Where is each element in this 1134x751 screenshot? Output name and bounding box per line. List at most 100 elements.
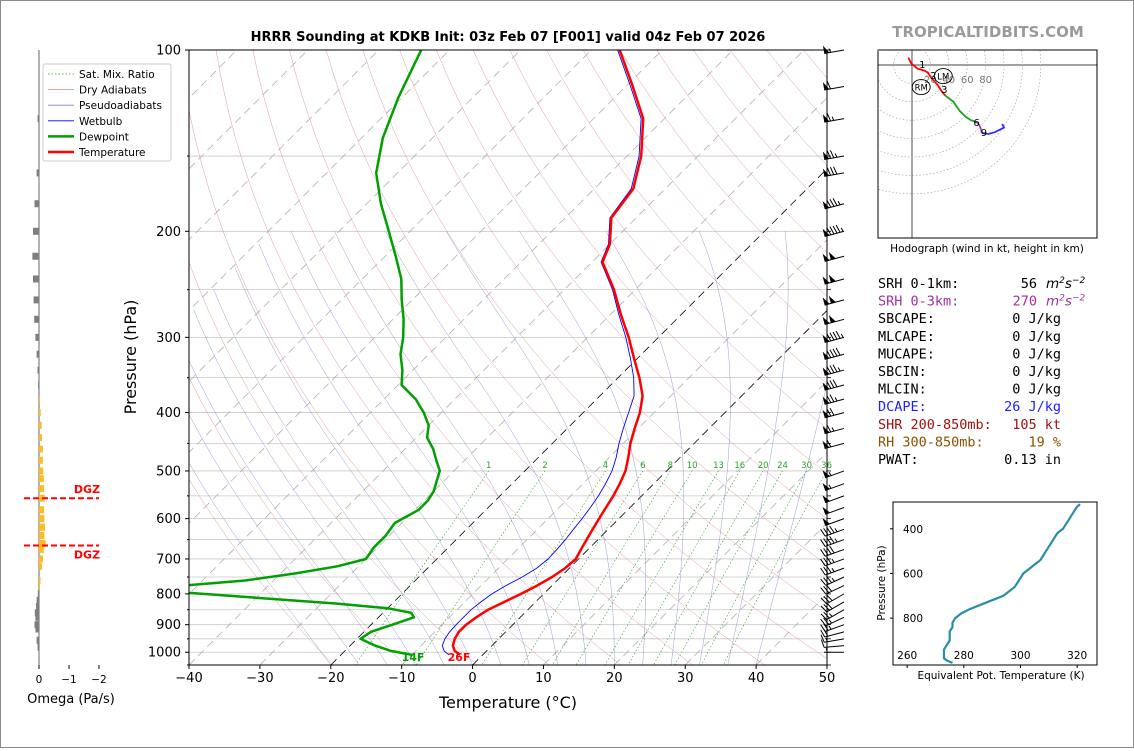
- barb-flag: [822, 367, 830, 376]
- barb-full: [835, 347, 841, 356]
- wind-barb: [822, 113, 845, 123]
- barb-flag: [822, 228, 830, 237]
- legend-entry: Dewpoint: [79, 131, 129, 143]
- barb-flag: [822, 410, 830, 418]
- hodo-height-label: 6: [973, 118, 979, 129]
- background-lines: [189, 50, 827, 665]
- mixing-ratio-line: [604, 470, 719, 665]
- barb-flag: [822, 506, 831, 515]
- barb-full: [832, 348, 838, 357]
- mixing-ratio-label: 2: [542, 461, 547, 471]
- theta-e-x-tick-label: 280: [954, 650, 974, 662]
- barb-staff: [824, 353, 845, 360]
- mixing-ratio-line: [674, 470, 783, 665]
- omega-bar: [33, 275, 39, 283]
- barb-full: [820, 578, 827, 586]
- wind-barb: [820, 584, 845, 595]
- barb-flag: [828, 315, 836, 323]
- stat-value: 105 kt: [1012, 417, 1061, 433]
- omega-bar: [37, 643, 39, 651]
- barb-full: [826, 584, 833, 592]
- barb-full: [826, 113, 832, 122]
- mixing-ratio-line: [522, 470, 644, 665]
- wind-barb: [822, 166, 845, 177]
- wind-barb: [820, 601, 845, 613]
- barb-full: [823, 611, 830, 619]
- isotherm: [189, 50, 521, 383]
- hodo-segment: [981, 123, 1006, 135]
- barb-staff: [824, 412, 845, 419]
- stat-unit: m2s−2: [1046, 276, 1085, 292]
- barb-half: [837, 367, 841, 372]
- barb-full: [820, 587, 827, 595]
- dry-adiabat: [189, 108, 550, 665]
- barb-flag: [822, 151, 830, 160]
- barb-flag: [822, 470, 831, 478]
- dry-adiabat: [472, 50, 827, 474]
- barb-half: [825, 648, 828, 653]
- x-tick-label: −10: [388, 671, 415, 686]
- wind-barb: [822, 439, 845, 450]
- barb-flag: [822, 201, 830, 209]
- barb-full: [820, 613, 828, 621]
- omega-bar: [36, 636, 39, 644]
- wind-barb: [822, 252, 845, 262]
- hodo-height-label: 2: [930, 71, 936, 82]
- hodo-ring: [878, 50, 968, 121]
- omega-bar: [34, 621, 39, 629]
- barb-flag: [822, 334, 830, 343]
- mixing-ratio-line: [701, 470, 807, 665]
- barb-full: [832, 364, 838, 373]
- mixing-ratio-label: 30: [801, 461, 812, 471]
- barb-full: [823, 577, 830, 585]
- stat-row: SBCIN: 0 J/kg: [878, 364, 1061, 380]
- omega-panel: 0 −1 −2 DGZ DGZ Omega (Pa/s): [24, 50, 115, 707]
- barb-staff: [824, 118, 845, 123]
- theta-e-y-tick-label: 800: [903, 613, 923, 625]
- barb-half: [831, 427, 835, 432]
- storm-motion-marker: [933, 68, 953, 84]
- x-tick-label: 50: [819, 671, 836, 686]
- wind-barb: [820, 634, 845, 643]
- omega-bar: [33, 296, 39, 304]
- wind-barb: [822, 394, 845, 405]
- barb-full: [823, 585, 830, 593]
- barb-full: [826, 546, 832, 555]
- omega-bar: [37, 590, 39, 598]
- mixing-ratio-label: 20: [758, 461, 769, 471]
- dry-adiabat: [252, 50, 693, 665]
- barb-full: [826, 424, 832, 433]
- hodograph-panel: 20 40 60 80 123 69 LM RM Hodograph (wind in kt,…: [877, 49, 1098, 255]
- barb-full: [832, 198, 838, 206]
- mixing-ratio-label: 8: [668, 461, 673, 471]
- isotherm: [614, 451, 827, 665]
- barb-full: [820, 639, 825, 648]
- barb-half: [828, 48, 832, 53]
- hodo-segment: [944, 94, 977, 123]
- storm-motion-label: RM: [915, 84, 928, 94]
- barb-full: [829, 198, 835, 207]
- barb-full: [826, 227, 832, 236]
- barb-full: [826, 199, 832, 208]
- barb-full: [820, 597, 828, 605]
- wind-barb: [822, 224, 845, 237]
- wind-barb: [822, 483, 845, 492]
- barb-half: [831, 116, 835, 121]
- watermark: TROPICALTIDBITS.COM: [892, 23, 1084, 41]
- dry-adiabat: [362, 50, 827, 612]
- barb-flag: [822, 114, 830, 123]
- barb-staff: [824, 638, 845, 643]
- mixing-ratio-labels: 1 2 4 6 8 10 13 16 20 24 30 36: [486, 461, 832, 471]
- wind-barb: [822, 274, 845, 285]
- stat-unit: m2s−2: [1046, 294, 1085, 310]
- barb-staff: [825, 558, 845, 567]
- barb-full: [820, 629, 826, 638]
- omega-axis-label: Omega (Pa/s): [27, 692, 115, 707]
- x-tick-label: −30: [246, 671, 273, 686]
- dry-adiabat: [215, 50, 622, 665]
- y-tick-label: 1000: [148, 646, 181, 661]
- stat-value: 0 J/kg: [1012, 311, 1061, 327]
- barb-flag: [822, 495, 831, 503]
- omega-bar: [34, 609, 39, 617]
